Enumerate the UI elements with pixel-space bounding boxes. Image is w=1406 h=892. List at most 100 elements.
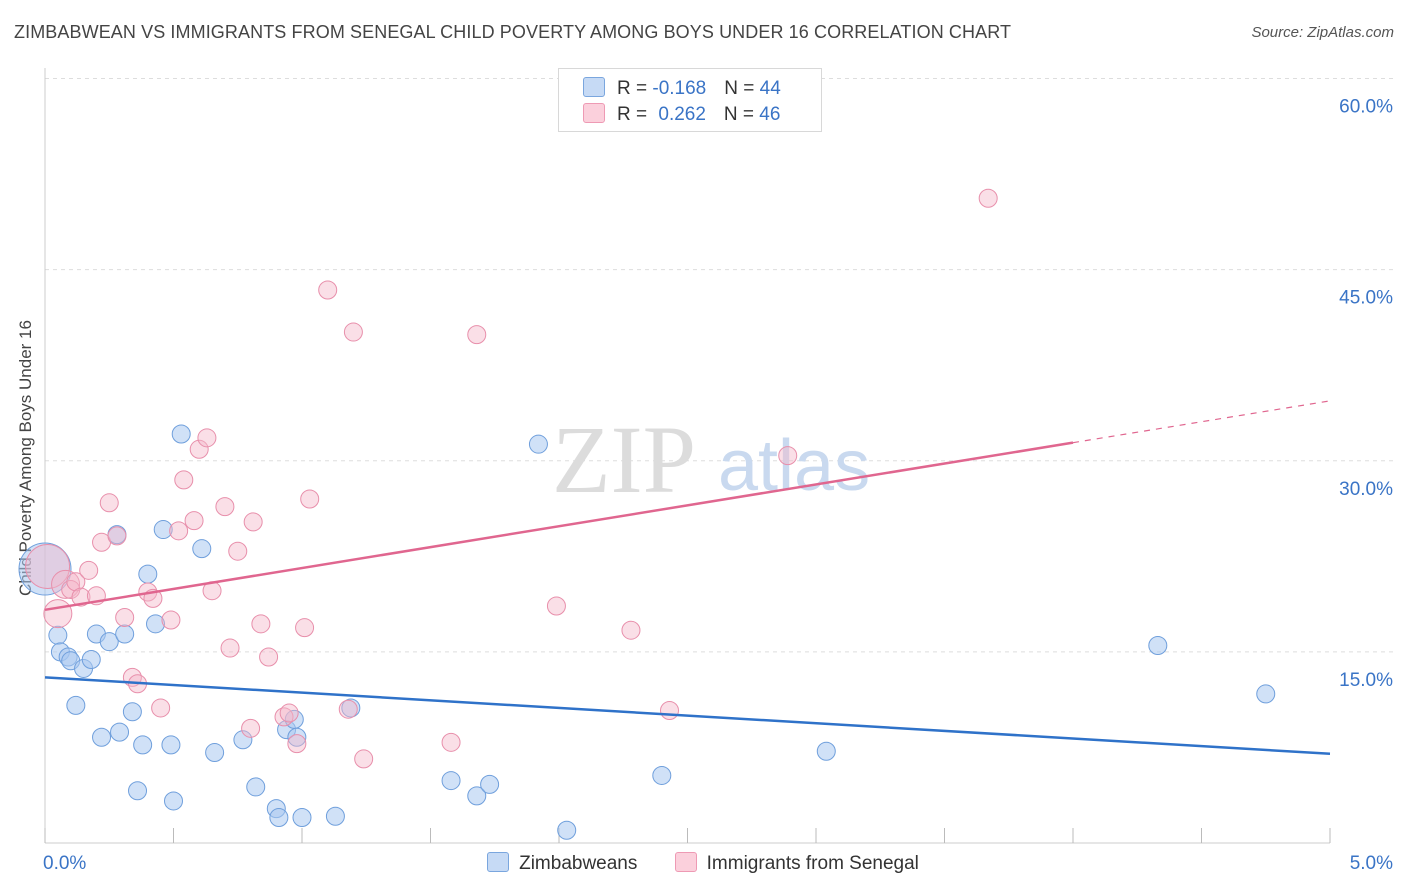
y-tick-label: 15.0%: [1339, 670, 1393, 691]
legend-row-senegal: R = 0.262 N = 46: [583, 103, 780, 125]
zimbabwean-point: [146, 614, 166, 634]
zimbabwean-point: [816, 741, 836, 761]
senegal-point: [43, 599, 73, 629]
legend-swatch-senegal: [674, 852, 697, 872]
legend-r-label: R =: [617, 78, 653, 99]
y-tick-label: 60.0%: [1339, 97, 1393, 118]
legend-item-zimbabweans[interactable]: Zimbabweans: [487, 852, 637, 875]
senegal-point: [25, 544, 71, 590]
legend-swatch-senegal: [583, 103, 605, 123]
senegal-point: [151, 698, 171, 718]
senegal-point: [115, 607, 135, 627]
senegal-point: [66, 572, 86, 592]
zimbabwean-point: [192, 539, 212, 559]
zimbabwean-point: [467, 786, 487, 806]
legend-row-zimbabweans: R = -0.168 N = 44: [583, 77, 781, 99]
series-legend: Zimbabweans Immigrants from Senegal: [0, 852, 1406, 875]
senegal-point: [467, 325, 487, 345]
zimbabwean-point: [164, 791, 183, 811]
senegal-point: [228, 541, 248, 561]
legend-n-label: N =: [724, 78, 760, 99]
legend-label-zimbabweans: Zimbabweans: [519, 853, 638, 874]
zimbabwean-point: [128, 781, 148, 801]
senegal-point: [441, 732, 461, 752]
senegal-point: [354, 749, 374, 769]
senegal-point: [79, 560, 99, 580]
zimbabwean-point: [133, 735, 153, 755]
gridlines: [45, 78, 1395, 653]
senegal-point: [338, 699, 358, 719]
zimbabwean-point: [138, 564, 158, 584]
zimbabwean-trend-line: [44, 676, 1331, 756]
x-tick-label-min: 0.0%: [43, 853, 86, 874]
zimbabwean-point: [480, 774, 500, 794]
senegal-trend-extension: [1072, 400, 1331, 444]
senegal-point: [220, 638, 240, 658]
watermark: ZIP atlas: [552, 406, 870, 513]
data-points: [18, 188, 1276, 840]
zimbabwean-point: [233, 730, 253, 750]
zimbabwean-point: [115, 624, 135, 644]
senegal-point: [169, 521, 189, 541]
stats-legend: R = -0.168 N = 44 R = 0.262 N = 46: [558, 68, 822, 132]
senegal-trend-line: [44, 441, 1074, 612]
senegal-point: [978, 188, 998, 208]
zimbabwean-point: [171, 424, 191, 444]
legend-swatch-zimbabweans: [583, 77, 605, 97]
zimbabwean-point: [269, 808, 289, 828]
senegal-point: [51, 569, 81, 599]
senegal-point: [251, 614, 271, 634]
senegal-point: [318, 280, 338, 300]
zimbabwean-point: [441, 771, 461, 791]
senegal-point: [660, 700, 680, 720]
senegal-point: [161, 610, 181, 630]
x-tick-label-max: 5.0%: [1350, 853, 1393, 874]
senegal-point: [778, 446, 798, 466]
zimbabwean-point: [528, 434, 548, 454]
zimbabwean-point: [99, 632, 119, 652]
zimbabwean-point: [246, 777, 266, 797]
zimbabwean-point: [110, 722, 130, 742]
y-tick-label: 45.0%: [1339, 288, 1393, 309]
zimbabwean-point: [153, 520, 173, 540]
legend-label-senegal: Immigrants from Senegal: [706, 853, 919, 874]
zimbabwean-point: [205, 743, 225, 763]
zimbabwean-point: [66, 695, 86, 715]
watermark-zip: ZIP: [552, 406, 696, 513]
zimbabwean-point: [81, 650, 101, 670]
senegal-point: [546, 596, 566, 616]
senegal-point: [295, 618, 315, 638]
senegal-point: [99, 493, 119, 513]
zimbabwean-point: [1256, 684, 1276, 704]
zimbabwean-point: [292, 808, 312, 828]
senegal-point: [184, 511, 204, 531]
legend-n-value-zimbabweans: 44: [759, 78, 781, 99]
zimbabwean-point: [92, 727, 112, 747]
zimbabwean-point: [1148, 636, 1168, 656]
senegal-point: [71, 587, 91, 607]
zimbabwean-point: [287, 727, 307, 747]
zimbabwean-point: [48, 625, 68, 645]
senegal-point: [259, 647, 279, 667]
senegal-point: [189, 439, 209, 459]
source-label: Source: ZipAtlas.com: [1251, 24, 1394, 41]
senegal-point: [107, 526, 127, 546]
senegal-point: [174, 470, 194, 490]
senegal-point: [300, 489, 320, 509]
legend-item-senegal[interactable]: Immigrants from Senegal: [674, 852, 919, 875]
zimbabwean-point: [122, 702, 142, 722]
legend-r-label: R =: [617, 104, 653, 125]
trend-lines: [44, 400, 1331, 756]
zimbabwean-point: [325, 806, 345, 826]
senegal-point: [274, 707, 294, 727]
senegal-point: [243, 512, 263, 532]
watermark-atlas: atlas: [718, 426, 870, 506]
senegal-point: [197, 428, 217, 448]
legend-swatch-zimbabweans: [487, 852, 510, 872]
chart-title: ZIMBABWEAN VS IMMIGRANTS FROM SENEGAL CH…: [14, 22, 1012, 42]
legend-r-value-senegal: 0.262: [658, 104, 706, 125]
tick-labels: 15.0% 30.0% 45.0% 60.0% 0.0% 5.0%: [43, 97, 1393, 875]
zimbabwean-point: [652, 765, 672, 785]
senegal-point: [215, 497, 235, 517]
